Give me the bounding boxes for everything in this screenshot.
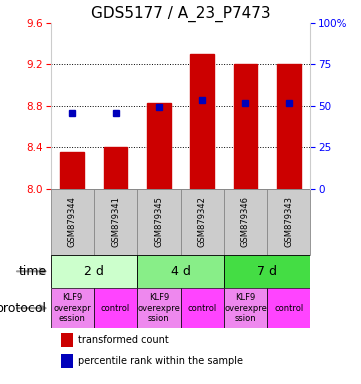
- Bar: [137, 288, 180, 328]
- Bar: [224, 255, 310, 288]
- Bar: [94, 189, 137, 255]
- Bar: [61, 333, 73, 347]
- Bar: [147, 103, 171, 189]
- Bar: [137, 189, 180, 255]
- Text: transformed count: transformed count: [78, 335, 169, 345]
- Bar: [180, 288, 224, 328]
- Text: control: control: [274, 304, 304, 313]
- Text: GSM879341: GSM879341: [111, 196, 120, 247]
- Bar: [180, 189, 224, 255]
- Bar: [104, 147, 127, 189]
- Text: KLF9
overexpr
ession: KLF9 overexpr ession: [53, 293, 91, 323]
- Bar: [267, 189, 310, 255]
- Bar: [137, 255, 224, 288]
- Bar: [224, 189, 267, 255]
- Title: GDS5177 / A_23_P7473: GDS5177 / A_23_P7473: [91, 5, 270, 22]
- Bar: [51, 288, 94, 328]
- Text: GSM879345: GSM879345: [155, 196, 163, 247]
- Text: 2 d: 2 d: [84, 265, 104, 278]
- Bar: [51, 255, 137, 288]
- Bar: [60, 152, 84, 189]
- Text: 4 d: 4 d: [170, 265, 191, 278]
- Bar: [267, 288, 310, 328]
- Text: control: control: [101, 304, 130, 313]
- Text: 7 d: 7 d: [257, 265, 277, 278]
- Text: GSM879343: GSM879343: [284, 196, 293, 247]
- Text: GSM879346: GSM879346: [241, 196, 250, 247]
- Bar: [234, 65, 257, 189]
- Text: percentile rank within the sample: percentile rank within the sample: [78, 356, 243, 366]
- Text: KLF9
overexpre
ssion: KLF9 overexpre ssion: [224, 293, 267, 323]
- Text: GSM879344: GSM879344: [68, 196, 77, 247]
- Bar: [190, 54, 214, 189]
- Bar: [277, 65, 301, 189]
- Text: time: time: [19, 265, 47, 278]
- Text: KLF9
overexpre
ssion: KLF9 overexpre ssion: [138, 293, 180, 323]
- Bar: [94, 288, 137, 328]
- Text: control: control: [187, 304, 217, 313]
- Bar: [61, 354, 73, 368]
- Bar: [224, 288, 267, 328]
- Text: protocol: protocol: [0, 301, 47, 314]
- Bar: [51, 189, 94, 255]
- Text: GSM879342: GSM879342: [198, 196, 206, 247]
